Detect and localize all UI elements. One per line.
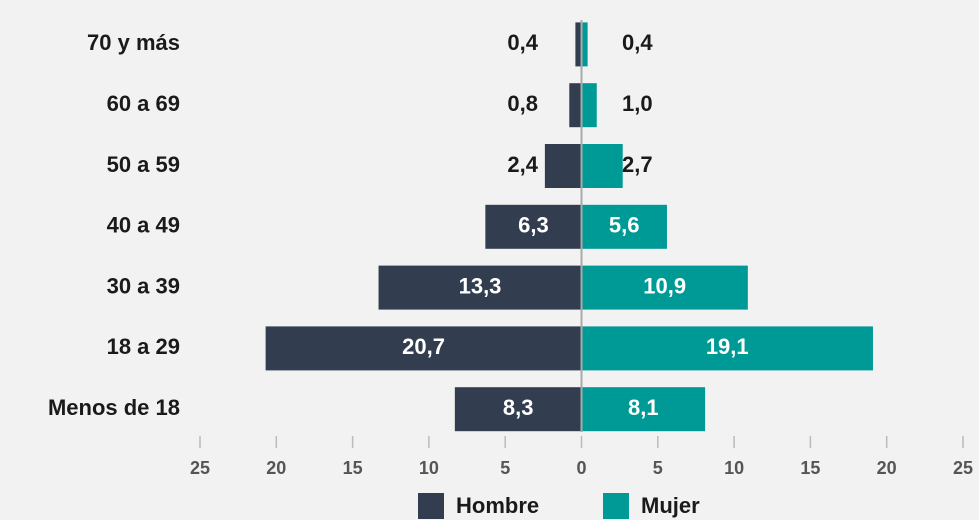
category-label: 18 a 29 (107, 334, 180, 359)
x-tick-label: 10 (724, 458, 744, 478)
value-label: 13,3 (459, 273, 502, 298)
bar (581, 265, 748, 310)
x-tick-label: 0 (576, 458, 586, 478)
bar (454, 387, 582, 432)
value-label: 6,3 (518, 213, 549, 238)
legend-swatch (418, 493, 444, 519)
value-label: 5,6 (609, 213, 640, 238)
x-tick-label: 25 (190, 458, 210, 478)
x-tick-label: 5 (500, 458, 510, 478)
bar (378, 265, 582, 310)
bar (485, 204, 582, 249)
bar (569, 83, 582, 128)
bar (581, 22, 588, 67)
value-label: 0,4 (507, 30, 538, 55)
bar (544, 144, 582, 188)
bar (581, 83, 597, 128)
value-label: 8,3 (503, 395, 534, 420)
category-label: Menos de 18 (48, 395, 180, 420)
value-label: 0,4 (622, 30, 653, 55)
bar (575, 22, 582, 67)
x-tick-label: 10 (419, 458, 439, 478)
x-tick-label: 25 (953, 458, 973, 478)
legend-swatch (603, 493, 629, 519)
bar (581, 326, 873, 371)
category-label: 40 a 49 (107, 213, 180, 238)
value-label: 2,7 (622, 152, 653, 177)
legend-label: Hombre (456, 493, 539, 518)
x-tick-label: 20 (266, 458, 286, 478)
value-label: 20,7 (402, 334, 445, 359)
value-label: 19,1 (706, 334, 749, 359)
bar (581, 144, 623, 188)
x-tick-label: 15 (343, 458, 363, 478)
value-label: 8,1 (628, 395, 659, 420)
legend-label: Mujer (641, 493, 700, 518)
bar (581, 387, 706, 432)
category-label: 50 a 59 (107, 152, 180, 177)
value-label: 10,9 (643, 273, 686, 298)
bar (265, 326, 582, 371)
bar (581, 204, 667, 249)
category-label: 60 a 69 (107, 91, 180, 116)
x-tick-label: 20 (877, 458, 897, 478)
value-label: 1,0 (622, 91, 653, 116)
value-label: 2,4 (507, 152, 538, 177)
category-label: 70 y más (87, 30, 180, 55)
value-label: 0,8 (507, 91, 538, 116)
category-label: 30 a 39 (107, 273, 180, 298)
x-tick-label: 15 (800, 458, 820, 478)
x-tick-label: 5 (653, 458, 663, 478)
